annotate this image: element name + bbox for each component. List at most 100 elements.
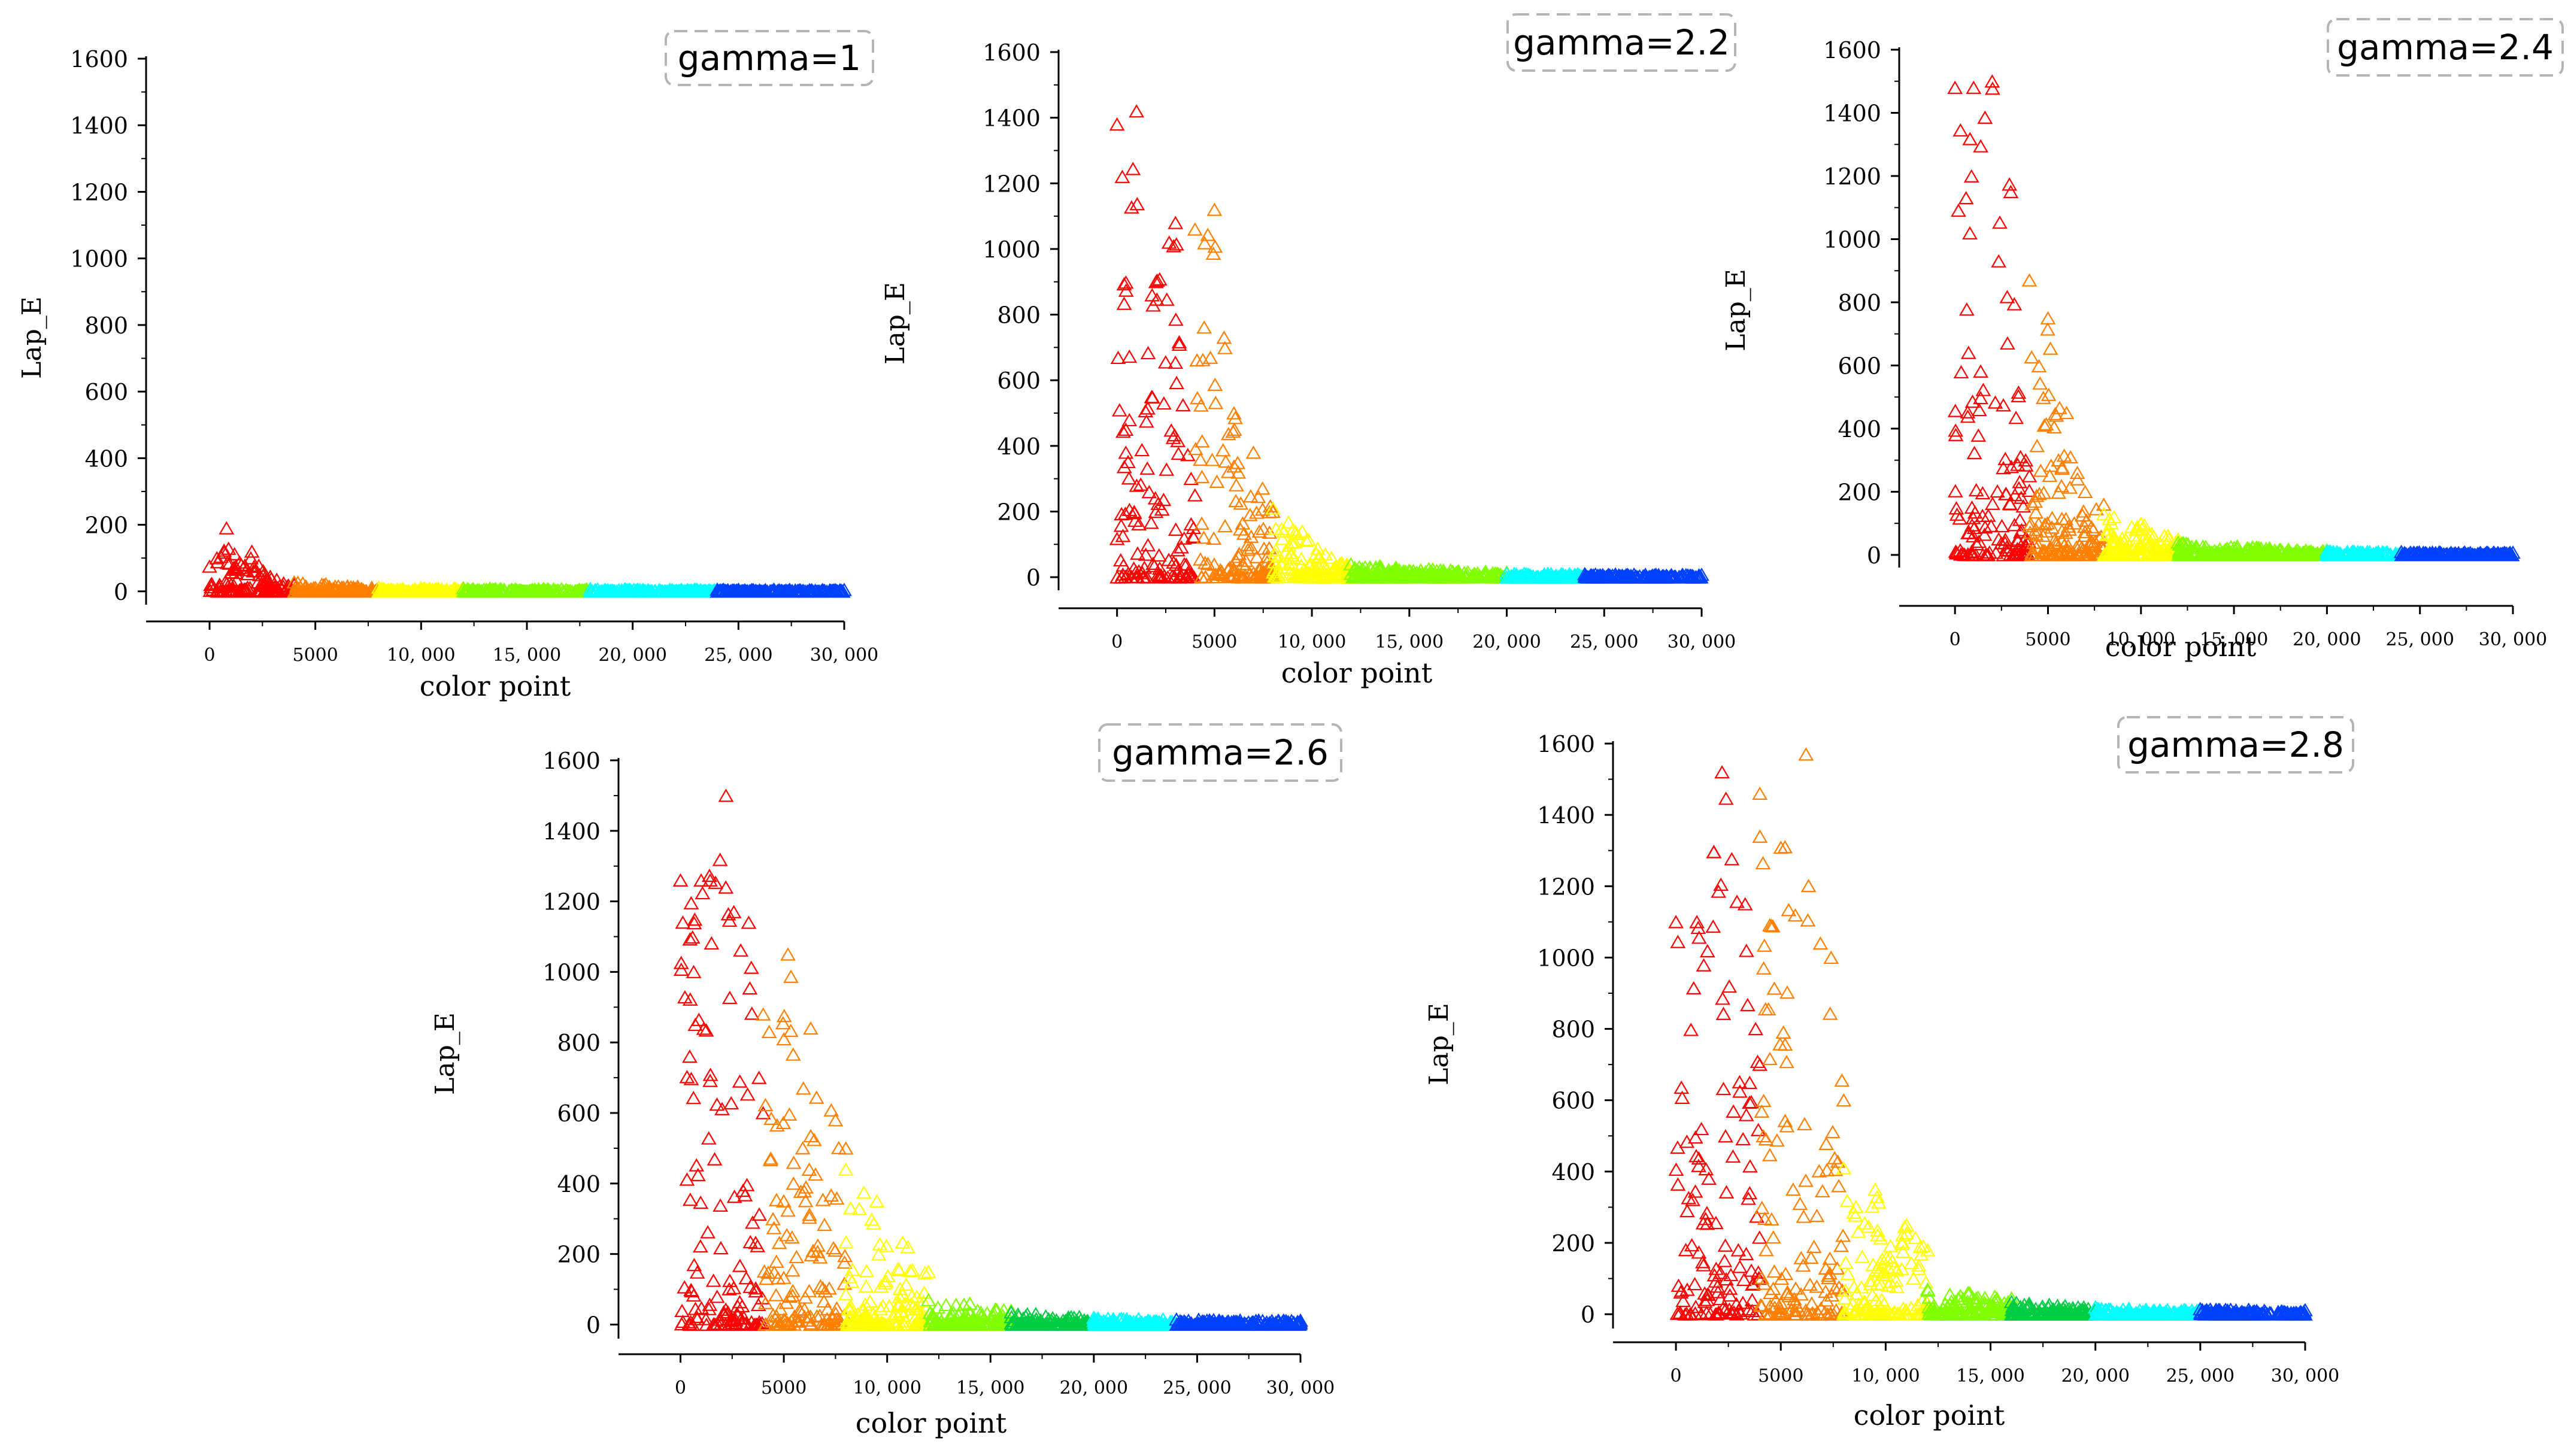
data-point bbox=[1396, 564, 1412, 578]
data-point bbox=[557, 584, 573, 598]
data-point bbox=[2021, 273, 2038, 287]
data-point bbox=[1975, 383, 1991, 396]
data-point bbox=[1781, 903, 1797, 917]
data-point bbox=[737, 1188, 753, 1202]
data-point bbox=[1960, 345, 1976, 359]
data-series bbox=[1920, 1282, 2020, 1321]
data-point bbox=[1992, 215, 2008, 229]
data-point bbox=[1863, 1276, 1879, 1290]
data-point bbox=[1308, 562, 1324, 576]
data-point bbox=[1183, 568, 1199, 581]
data-point bbox=[1238, 553, 1254, 567]
data-point bbox=[2251, 543, 2267, 557]
data-point bbox=[1792, 1196, 1808, 1211]
data-point bbox=[1225, 424, 1241, 438]
data-point bbox=[709, 1097, 725, 1111]
data-point bbox=[1724, 852, 1740, 866]
x-tick-label: 30, 000 bbox=[1667, 632, 1736, 653]
x-tick-label: 10, 000 bbox=[1851, 1366, 1920, 1387]
data-point bbox=[2063, 450, 2078, 464]
data-point bbox=[785, 1047, 801, 1061]
data-point bbox=[1508, 567, 1524, 581]
data-point bbox=[673, 962, 689, 976]
data-point bbox=[1962, 132, 1978, 145]
data-point bbox=[1133, 477, 1149, 491]
data-point bbox=[1870, 1195, 1887, 1209]
data-point bbox=[1871, 1264, 1887, 1278]
data-point bbox=[1729, 1307, 1745, 1321]
data-point bbox=[1836, 1161, 1852, 1175]
data-point bbox=[1837, 1291, 1853, 1305]
data-point bbox=[726, 1281, 742, 1294]
data-point bbox=[1717, 1238, 1733, 1252]
data-point bbox=[1118, 283, 1134, 297]
data-point bbox=[1948, 427, 1964, 441]
x-tick-label: 30, 000 bbox=[2479, 629, 2548, 650]
x-tick-label: 10, 000 bbox=[2107, 629, 2176, 650]
y-tick-label: 0 bbox=[1026, 565, 1041, 591]
data-point bbox=[1846, 1305, 1862, 1318]
data-point bbox=[1043, 1313, 1059, 1327]
data-point bbox=[2331, 547, 2347, 560]
data-point bbox=[1973, 364, 1988, 378]
data-point bbox=[229, 561, 245, 575]
data-point bbox=[1115, 558, 1132, 572]
data-point bbox=[2044, 520, 2060, 534]
data-point bbox=[2421, 548, 2437, 562]
data-point bbox=[1701, 1171, 1717, 1185]
data-point bbox=[687, 1302, 704, 1315]
data-point bbox=[2035, 544, 2051, 558]
data-point bbox=[1764, 919, 1781, 933]
data-point bbox=[1772, 1037, 1788, 1051]
data-point bbox=[729, 1317, 744, 1331]
data-point bbox=[2021, 518, 2038, 533]
data-point bbox=[1975, 508, 1991, 523]
data-point bbox=[938, 1297, 954, 1312]
data-point bbox=[1156, 492, 1172, 506]
data-point bbox=[672, 873, 689, 887]
data-point bbox=[1421, 562, 1437, 575]
data-point bbox=[1196, 530, 1212, 544]
data-point bbox=[702, 873, 718, 887]
data-point bbox=[1860, 1219, 1876, 1233]
data-point bbox=[1199, 1317, 1215, 1331]
data-point bbox=[1884, 1254, 1900, 1267]
x-tick-label: 15, 000 bbox=[2200, 629, 2269, 650]
data-point bbox=[1754, 1200, 1770, 1214]
y-tick-label: 1400 bbox=[70, 113, 128, 139]
data-point bbox=[411, 584, 427, 598]
data-point bbox=[1811, 1164, 1827, 1178]
data-point bbox=[1757, 1211, 1773, 1226]
data-point bbox=[1668, 1162, 1684, 1176]
data-point bbox=[1968, 483, 1984, 497]
data-point bbox=[1226, 459, 1242, 473]
data-point bbox=[682, 1192, 698, 1206]
data-point bbox=[521, 584, 537, 598]
data-point bbox=[1186, 530, 1202, 544]
data-point bbox=[1207, 377, 1223, 392]
y-tick-label: 400 bbox=[997, 433, 1041, 460]
data-point bbox=[695, 885, 711, 900]
data-point bbox=[2026, 535, 2042, 550]
data-point bbox=[1960, 547, 1976, 562]
x-tick-label: 5000 bbox=[1191, 632, 1237, 653]
data-point bbox=[1729, 1297, 1745, 1311]
y-tick-label: 1600 bbox=[1537, 731, 1595, 757]
data-point bbox=[1752, 786, 1768, 800]
data-point bbox=[881, 1317, 897, 1331]
data-point bbox=[726, 1190, 742, 1203]
data-point bbox=[1169, 375, 1185, 390]
title-box bbox=[2117, 716, 2354, 774]
data-point bbox=[2105, 533, 2121, 547]
data-point bbox=[1138, 414, 1154, 428]
data-point bbox=[568, 584, 584, 598]
data-point bbox=[843, 1311, 859, 1324]
data-point bbox=[617, 582, 633, 596]
data-point bbox=[318, 577, 334, 591]
data-point bbox=[895, 1287, 911, 1301]
data-point bbox=[1846, 1279, 1862, 1293]
data-point bbox=[1742, 1185, 1758, 1200]
y-tick-label: 200 bbox=[557, 1242, 601, 1268]
y-tick-label: 1200 bbox=[70, 179, 128, 205]
y-tick-label: 200 bbox=[1838, 479, 1881, 505]
